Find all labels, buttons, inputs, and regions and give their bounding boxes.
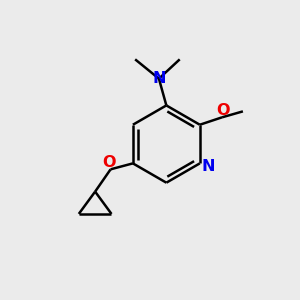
Text: O: O: [103, 155, 116, 170]
Text: N: N: [202, 159, 215, 174]
Text: N: N: [152, 70, 166, 86]
Text: O: O: [216, 103, 230, 118]
